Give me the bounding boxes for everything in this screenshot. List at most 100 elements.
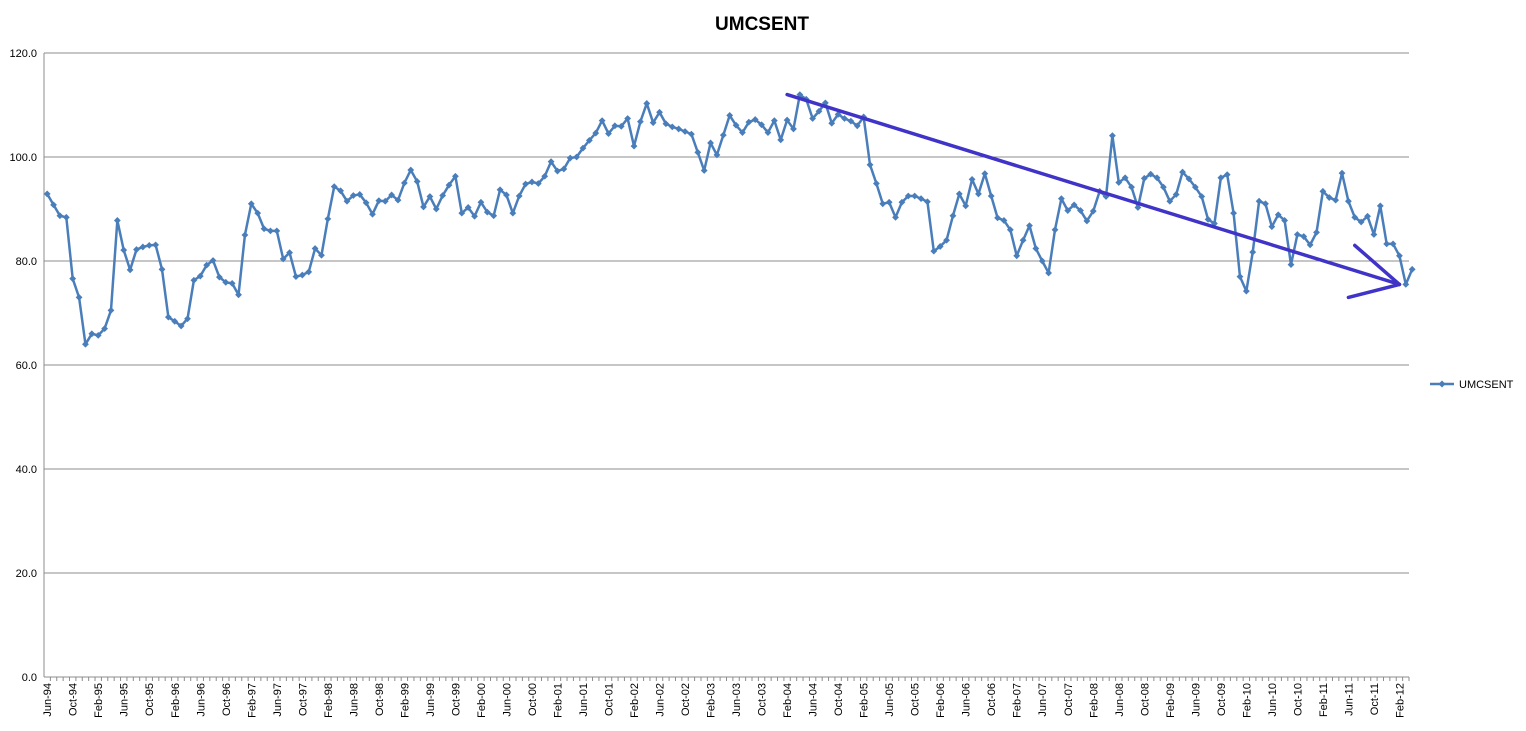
x-tick-label: Feb-07: [1012, 683, 1024, 718]
data-point: [279, 255, 287, 263]
data-point: [713, 151, 721, 159]
data-point: [962, 202, 970, 210]
x-tick-label: Feb-98: [323, 683, 335, 718]
data-point: [1364, 212, 1371, 220]
x-tick-label: Jun-04: [808, 683, 820, 717]
x-tick-label: Jun-94: [42, 683, 54, 717]
data-point: [375, 197, 383, 205]
x-tick-label: Oct-02: [680, 683, 692, 716]
data-point: [617, 122, 625, 130]
data-point: [1013, 252, 1021, 260]
data-point: [1191, 183, 1199, 191]
data-point: [1383, 240, 1391, 248]
x-tick-label: Oct-95: [144, 683, 156, 716]
x-tick-label: Feb-01: [552, 683, 564, 718]
data-point: [943, 236, 950, 244]
data-point: [1408, 265, 1416, 273]
data-point: [1108, 132, 1116, 140]
x-tick-label: Jun-00: [501, 683, 513, 717]
y-tick-label: 0.0: [22, 672, 37, 684]
x-tick-label: Jun-07: [1037, 683, 1049, 717]
data-point: [1217, 174, 1225, 182]
data-point: [133, 246, 140, 253]
x-tick-label: Oct-97: [297, 683, 309, 716]
legend-swatch-marker: [1438, 380, 1446, 388]
data-point: [298, 271, 306, 279]
x-tick-label: Feb-04: [782, 683, 794, 718]
data-point: [420, 203, 427, 211]
data-point: [1070, 201, 1078, 209]
data-point: [267, 227, 274, 235]
data-point: [184, 315, 191, 323]
data-point: [43, 190, 51, 198]
data-point: [1255, 197, 1263, 205]
x-tick-label: Oct-01: [603, 683, 615, 716]
data-point: [1134, 204, 1142, 211]
data-point: [573, 153, 581, 161]
data-point: [1306, 241, 1314, 249]
data-point: [656, 108, 663, 116]
x-tick-label: Oct-98: [374, 683, 386, 716]
x-tick-label: Jun-06: [961, 683, 973, 717]
data-point: [898, 198, 906, 206]
data-point: [82, 340, 89, 348]
data-point: [190, 276, 198, 284]
data-point: [541, 172, 549, 180]
data-point: [1179, 168, 1186, 176]
data-point: [630, 142, 638, 150]
data-point: [636, 118, 644, 126]
data-point: [101, 325, 108, 332]
data-point: [1402, 281, 1410, 288]
data-point: [522, 180, 529, 188]
x-tick-label: Feb-96: [170, 683, 182, 718]
data-point: [1249, 248, 1257, 256]
legend: UMCSENT: [1430, 379, 1514, 391]
data-point: [292, 273, 300, 280]
data-point: [1351, 213, 1359, 221]
data-point: [955, 190, 963, 198]
data-point: [892, 213, 899, 221]
data-point: [745, 118, 753, 126]
data-point: [464, 204, 472, 211]
data-point: [445, 181, 453, 189]
data-point: [560, 165, 568, 173]
data-point: [911, 192, 919, 200]
data-point: [681, 128, 689, 135]
data-point: [1319, 187, 1327, 195]
x-tick-label: Oct-99: [450, 683, 462, 716]
x-tick-label: Feb-12: [1394, 683, 1406, 718]
x-tick-label: Feb-11: [1318, 683, 1330, 717]
data-point: [458, 209, 466, 217]
data-point: [452, 172, 459, 180]
x-tick-label: Jun-97: [272, 683, 284, 717]
data-point: [1268, 223, 1276, 231]
data-point: [611, 122, 619, 130]
data-point: [496, 186, 504, 194]
y-tick-label: 40.0: [16, 464, 37, 476]
data-point: [1038, 257, 1046, 265]
data-point: [369, 210, 376, 218]
data-point: [566, 154, 574, 162]
data-point: [483, 208, 491, 216]
data-point: [152, 241, 160, 249]
data-point: [975, 190, 982, 198]
data-point: [286, 249, 293, 257]
data-point: [196, 272, 204, 280]
x-tick-label: Oct-07: [1063, 683, 1075, 716]
data-point: [1274, 211, 1282, 219]
x-tick-label: Feb-10: [1241, 683, 1253, 718]
data-point: [1389, 240, 1397, 248]
data-point: [337, 187, 345, 195]
data-point: [847, 117, 855, 125]
data-point: [471, 212, 478, 220]
data-point: [164, 313, 172, 321]
data-point: [764, 129, 772, 136]
data-point: [949, 212, 957, 220]
x-tick-label: Oct-04: [833, 683, 845, 716]
data-point: [1236, 273, 1244, 280]
data-point: [158, 265, 166, 273]
data-point: [668, 123, 676, 131]
y-tick-labels: 0.0 20.0 40.0 60.0 80.0 100.0 120.0: [9, 48, 37, 684]
data-point: [1166, 197, 1174, 205]
data-point: [936, 243, 944, 250]
